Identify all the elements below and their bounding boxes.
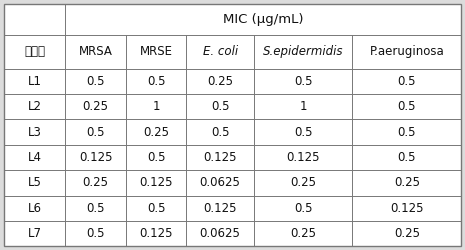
Text: L3: L3 [28,126,41,139]
Text: 0.0625: 0.0625 [199,176,240,189]
Text: 0.25: 0.25 [207,75,233,88]
Text: 0.125: 0.125 [140,227,173,240]
Text: 0.125: 0.125 [203,151,237,164]
Text: L7: L7 [27,227,41,240]
Text: 0.5: 0.5 [147,151,166,164]
Text: E. coli: E. coli [203,46,238,58]
Text: 0.5: 0.5 [294,202,312,215]
Text: 0.25: 0.25 [394,227,420,240]
Text: 0.5: 0.5 [147,202,166,215]
Text: 0.25: 0.25 [290,227,316,240]
Text: P.aeruginosa: P.aeruginosa [370,46,444,58]
Text: 0.5: 0.5 [211,126,229,139]
Text: 0.5: 0.5 [398,126,416,139]
Text: 0.125: 0.125 [79,151,113,164]
Text: 0.5: 0.5 [398,100,416,113]
Text: 0.125: 0.125 [286,151,320,164]
Text: L6: L6 [27,202,41,215]
Text: 0.5: 0.5 [294,75,312,88]
Text: 0.125: 0.125 [140,176,173,189]
Text: 0.5: 0.5 [294,126,312,139]
Text: 0.0625: 0.0625 [199,227,240,240]
Text: L4: L4 [27,151,41,164]
Text: 0.125: 0.125 [203,202,237,215]
Text: MRSA: MRSA [79,46,113,58]
Text: 1: 1 [153,100,160,113]
Text: 0.25: 0.25 [83,100,109,113]
Text: L1: L1 [27,75,41,88]
Text: 0.25: 0.25 [394,176,420,189]
Text: 0.5: 0.5 [398,151,416,164]
Text: 0.25: 0.25 [143,126,169,139]
Text: 0.5: 0.5 [147,75,166,88]
Text: 0.25: 0.25 [83,176,109,189]
Text: 0.5: 0.5 [211,100,229,113]
Text: 1: 1 [299,100,307,113]
Text: 0.5: 0.5 [86,227,105,240]
Text: 化合物: 化合物 [24,46,45,58]
Text: 0.5: 0.5 [86,202,105,215]
Text: 0.5: 0.5 [86,75,105,88]
Text: MRSE: MRSE [140,46,173,58]
Text: 0.25: 0.25 [290,176,316,189]
Text: 0.5: 0.5 [86,126,105,139]
Text: 0.125: 0.125 [390,202,424,215]
Text: S.epidermidis: S.epidermidis [263,46,344,58]
Text: L5: L5 [28,176,41,189]
Text: 0.5: 0.5 [398,75,416,88]
Text: MIC (μg/mL): MIC (μg/mL) [223,13,304,26]
Text: L2: L2 [27,100,41,113]
